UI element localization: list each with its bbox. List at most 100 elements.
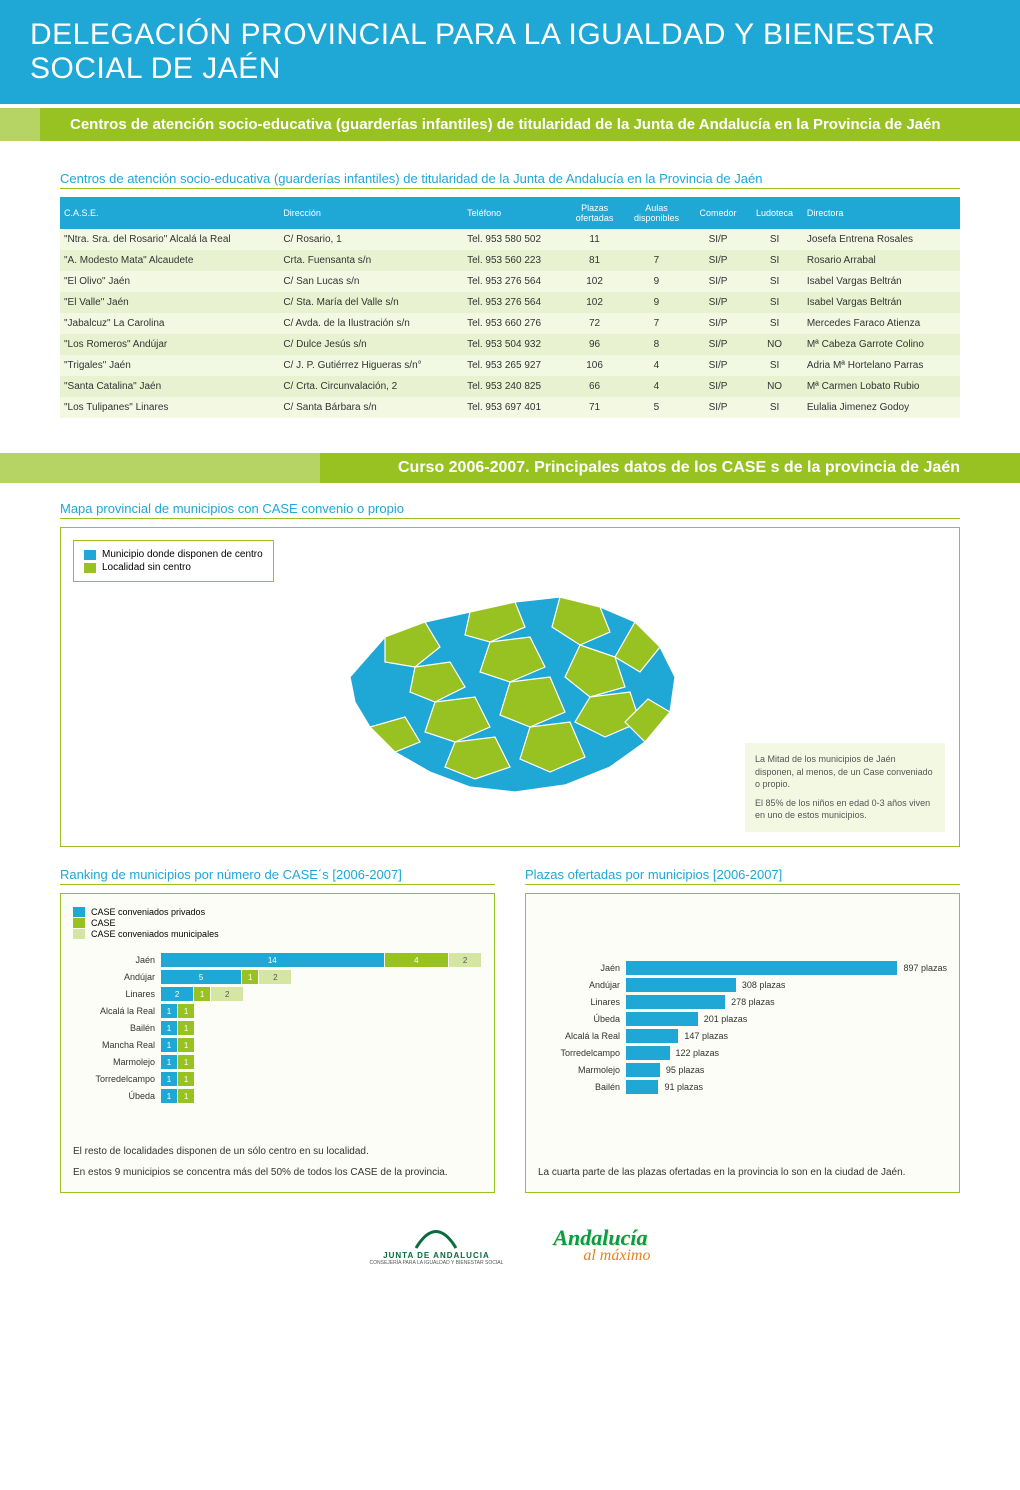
plazas-row: Torredelcampo 122 plazas: [538, 1046, 947, 1060]
ranking-segment: 2: [211, 987, 243, 1001]
table-cell: 8: [623, 334, 690, 355]
junta-subtext: CONSEJERÍA PARA LA IGUALDAD Y BIENESTAR …: [370, 1260, 504, 1266]
table-cell: C/ Crta. Circunvalación, 2: [279, 376, 463, 397]
table-cell: "Trigales" Jaén: [60, 355, 279, 376]
legend-swatch: [73, 907, 85, 917]
table-cell: SI/P: [690, 376, 747, 397]
case-table: C.A.S.E.DirecciónTeléfonoPlazasofertadas…: [60, 197, 960, 418]
plazas-row: Bailén91 plazas: [538, 1080, 947, 1094]
ranking-segment: 1: [161, 1055, 177, 1069]
legend-with-label: Municipio donde disponen de centro: [102, 549, 263, 560]
table-cell: Crta. Fuensanta s/n: [279, 250, 463, 271]
ranking-row: Marmolejo11: [73, 1055, 482, 1069]
table-cell: 11: [566, 229, 623, 250]
plazas-row: Marmolejo95 plazas: [538, 1063, 947, 1077]
plazas-value: 122 plazas: [670, 1048, 720, 1058]
table-cell: "El Olivo" Jaén: [60, 271, 279, 292]
ranking-track: 11: [161, 1004, 482, 1018]
plazas-row: Andújar308 plazas: [538, 978, 947, 992]
map-box: Municipio donde disponen de centro Local…: [60, 527, 960, 847]
table-cell: 102: [566, 292, 623, 313]
table-cell: 9: [623, 292, 690, 313]
plazas-bar: [626, 1063, 660, 1077]
table-row: "El Olivo" JaénC/ San Lucas s/nTel. 953 …: [60, 271, 960, 292]
ranking-label: Bailén: [73, 1023, 161, 1033]
plazas-label: Úbeda: [538, 1014, 626, 1024]
table-cell: 102: [566, 271, 623, 292]
ranking-segment: 1: [242, 970, 258, 984]
ranking-row: Bailén11: [73, 1021, 482, 1035]
ranking-caption-2: En estos 9 municipios se concentra más d…: [73, 1165, 482, 1180]
table-cell: 81: [566, 250, 623, 271]
junta-logo: JUNTA DE ANDALUCIA CONSEJERÍA PARA LA IG…: [370, 1223, 504, 1266]
ranking-row: Torredelcampo11: [73, 1072, 482, 1086]
table-cell: 7: [623, 250, 690, 271]
ranking-segment: 2: [259, 970, 291, 984]
ranking-segment: 2: [449, 953, 481, 967]
ranking-row: Mancha Real11: [73, 1038, 482, 1052]
table-row: "El Valle" JaénC/ Sta. María del Valle s…: [60, 292, 960, 313]
ranking-row: Jaén1442: [73, 953, 482, 967]
plazas-bar: [626, 995, 725, 1009]
plazas-track: 308 plazas: [626, 978, 947, 992]
ranking-segment: 1: [161, 1038, 177, 1052]
table-section-title: Centros de atención socio-educativa (gua…: [60, 171, 960, 189]
table-cell: SI/P: [690, 271, 747, 292]
table-cell: 9: [623, 271, 690, 292]
plazas-bar: [626, 1046, 670, 1060]
ranking-label: Úbeda: [73, 1091, 161, 1101]
ranking-row: Linares212: [73, 987, 482, 1001]
ranking-label: Linares: [73, 989, 161, 999]
ranking-chart: CASE conveniados privadosCASECASE conven…: [60, 893, 495, 1193]
ranking-segment: 1: [178, 1038, 194, 1052]
plazas-row: Úbeda201 plazas: [538, 1012, 947, 1026]
ranking-label: Alcalá la Real: [73, 1006, 161, 1016]
table-cell: C/ Sta. María del Valle s/n: [279, 292, 463, 313]
table-cell: NO: [746, 376, 803, 397]
ranking-segment: 1: [161, 1004, 177, 1018]
ranking-segment: 5: [161, 970, 241, 984]
plazas-bar: [626, 1080, 658, 1094]
table-cell: "Santa Catalina" Jaén: [60, 376, 279, 397]
plazas-track: 122 plazas: [626, 1046, 947, 1060]
table-cell: "Los Romeros" Andújar: [60, 334, 279, 355]
table-cell: SI: [746, 250, 803, 271]
table-header: Aulasdisponibles: [623, 197, 690, 229]
legend-label: CASE conveniados municipales: [91, 929, 219, 939]
table-row: "Trigales" JaénC/ J. P. Gutiérrez Higuer…: [60, 355, 960, 376]
plazas-value: 897 plazas: [897, 963, 947, 973]
legend-without-label: Localidad sin centro: [102, 562, 191, 573]
ranking-segment: 2: [161, 987, 193, 1001]
andalucia-logo: Andalucía al máximo: [553, 1225, 650, 1265]
table-cell: "Jabalcuz" La Carolina: [60, 313, 279, 334]
plazas-label: Torredelcampo: [538, 1048, 626, 1058]
ranking-segment: 14: [161, 953, 384, 967]
plazas-label: Alcalá la Real: [538, 1031, 626, 1041]
province-map: [330, 567, 690, 807]
table-cell: Mª Carmen Lobato Rubio: [803, 376, 960, 397]
plazas-track: 278 plazas: [626, 995, 947, 1009]
table-cell: Adria Mª Hortelano Parras: [803, 355, 960, 376]
ranking-track: 11: [161, 1038, 482, 1052]
table-cell: Rosario Arrabal: [803, 250, 960, 271]
footer: JUNTA DE ANDALUCIA CONSEJERÍA PARA LA IG…: [0, 1203, 1020, 1286]
map-info-1: La Mitad de los municipios de Jaén dispo…: [755, 753, 935, 791]
ranking-segment: 1: [178, 1021, 194, 1035]
table-cell: Tel. 953 580 502: [463, 229, 566, 250]
ranking-segment: 1: [178, 1055, 194, 1069]
plazas-track: 201 plazas: [626, 1012, 947, 1026]
table-cell: Josefa Entrena Rosales: [803, 229, 960, 250]
table-header: Ludoteca: [746, 197, 803, 229]
map-info-box: La Mitad de los municipios de Jaén dispo…: [745, 743, 945, 832]
table-cell: SI/P: [690, 397, 747, 418]
legend-label: CASE: [91, 918, 116, 928]
plazas-bar: [626, 1012, 698, 1026]
table-header: Plazasofertadas: [566, 197, 623, 229]
table-header: Dirección: [279, 197, 463, 229]
table-cell: Tel. 953 240 825: [463, 376, 566, 397]
table-cell: "El Valle" Jaén: [60, 292, 279, 313]
table-header: Directora: [803, 197, 960, 229]
ranking-segment: 1: [178, 1004, 194, 1018]
ranking-caption-1: El resto de localidades disponen de un s…: [73, 1144, 482, 1159]
table-cell: Isabel Vargas Beltrán: [803, 292, 960, 313]
